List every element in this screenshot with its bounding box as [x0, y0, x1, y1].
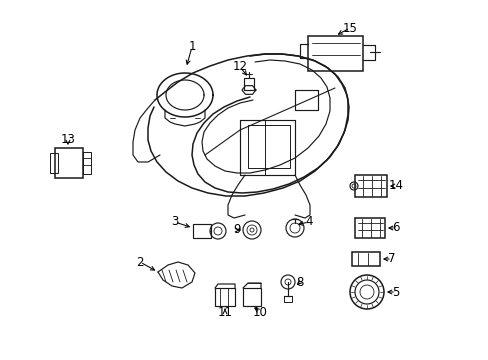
Bar	[307, 36, 362, 71]
Bar	[284, 296, 291, 302]
Text: 6: 6	[391, 221, 399, 234]
Bar	[83, 152, 91, 174]
Text: 4: 4	[305, 216, 312, 229]
Text: 13: 13	[61, 134, 75, 147]
Text: 9: 9	[233, 224, 240, 237]
Text: 5: 5	[391, 285, 399, 298]
Text: 12: 12	[232, 60, 247, 73]
Bar	[244, 78, 253, 90]
Bar	[243, 288, 261, 306]
Text: 3: 3	[171, 216, 178, 229]
Bar	[351, 252, 379, 266]
Bar	[354, 175, 386, 197]
Text: 15: 15	[342, 22, 357, 35]
Text: 8: 8	[296, 275, 303, 288]
Text: 14: 14	[387, 180, 403, 193]
Bar	[354, 218, 384, 238]
Bar	[215, 288, 235, 306]
Text: 2: 2	[136, 256, 143, 269]
Text: 11: 11	[217, 306, 232, 319]
Bar	[55, 148, 83, 178]
Text: 10: 10	[252, 306, 267, 319]
Bar	[50, 153, 58, 173]
Bar	[193, 224, 210, 238]
Text: 7: 7	[387, 252, 395, 265]
Text: 1: 1	[188, 40, 195, 54]
